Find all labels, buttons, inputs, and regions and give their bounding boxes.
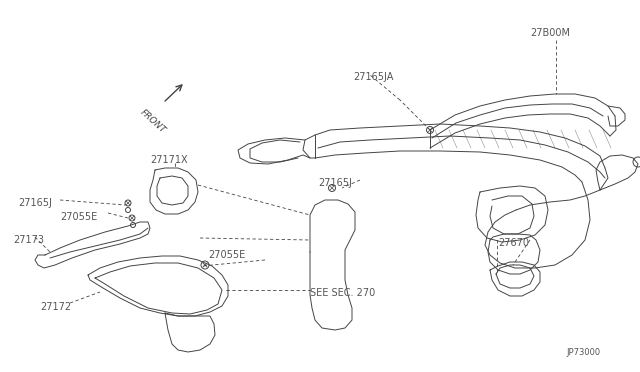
Text: 27165J: 27165J (18, 198, 52, 208)
Text: 27B00M: 27B00M (530, 28, 570, 38)
Text: 27172: 27172 (40, 302, 71, 312)
Text: 27165JA: 27165JA (353, 72, 394, 82)
Text: 27165J: 27165J (318, 178, 352, 188)
Text: FRONT: FRONT (138, 108, 167, 135)
Text: 27055E: 27055E (208, 250, 245, 260)
Text: 27670: 27670 (498, 238, 529, 248)
Text: 27171X: 27171X (150, 155, 188, 165)
Text: 27173: 27173 (13, 235, 44, 245)
Text: JP73000: JP73000 (566, 348, 600, 357)
Text: 27055E: 27055E (60, 212, 97, 222)
Text: SEE SEC. 270: SEE SEC. 270 (310, 288, 375, 298)
